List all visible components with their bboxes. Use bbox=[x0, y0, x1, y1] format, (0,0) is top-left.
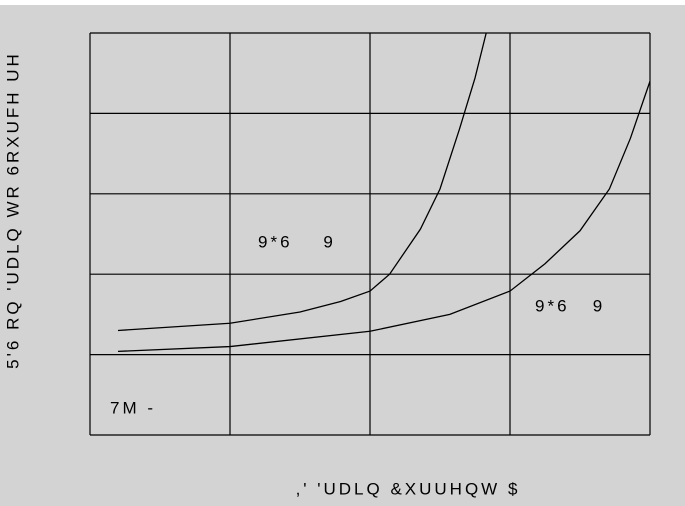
series-label: 9*6 9 bbox=[535, 296, 605, 315]
x-axis-label: ,' 'UDLQ &XUUHQW $ bbox=[296, 479, 521, 498]
background bbox=[0, 5, 685, 506]
curve bbox=[117, 32, 487, 332]
curve bbox=[117, 81, 651, 353]
annotation: 7M - bbox=[110, 398, 156, 417]
series-label: 9*6 9 bbox=[258, 232, 336, 251]
y-axis-label: 5'6 RQ 'UDLQ WR 6RXUFH UH bbox=[3, 51, 22, 369]
